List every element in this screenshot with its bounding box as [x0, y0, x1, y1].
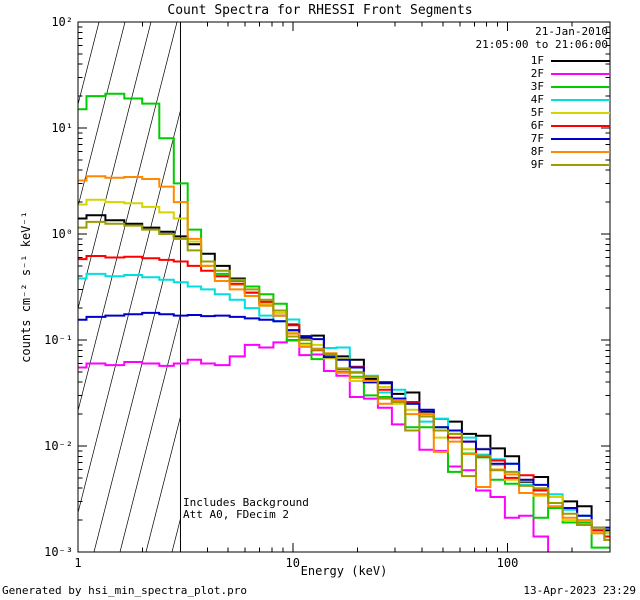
- legend-swatch: [551, 163, 610, 166]
- y-axis-tick-label: 10⁻²: [44, 439, 73, 453]
- legend-item-2F: 2F: [518, 67, 610, 80]
- legend-item-4F: 4F: [518, 93, 610, 106]
- series-2F: [78, 339, 550, 552]
- y-axis-label: counts cm⁻² s⁻¹ keV⁻¹: [19, 211, 33, 363]
- legend-label: 5F: [530, 106, 544, 119]
- y-axis-tick-label: 10⁰: [51, 227, 73, 241]
- observation-date: 21-Jan-2010: [535, 25, 608, 38]
- series-9F: [78, 220, 610, 541]
- chart-title: Count Spectra for RHESSI Front Segments: [167, 3, 473, 18]
- legend-item-6F: 6F: [518, 119, 610, 132]
- footer-timestamp: 13-Apr-2023 23:29: [523, 584, 636, 597]
- legend: 1F 2F 3F 4F 5F 6F 7F 8F 9F: [518, 54, 610, 171]
- series-7F: [78, 311, 610, 529]
- legend-swatch: [551, 59, 610, 62]
- x-axis-tick-label: 100: [497, 556, 519, 570]
- legend-label: 2F: [530, 67, 544, 80]
- hatch-region: [78, 22, 181, 552]
- legend-item-3F: 3F: [518, 80, 610, 93]
- legend-swatch: [551, 111, 610, 114]
- x-axis-tick-label: 10: [286, 556, 300, 570]
- annotation-attenuator: Att A0, FDecim 2: [183, 508, 289, 521]
- annotation-background: Includes Background: [183, 496, 309, 509]
- series-5F: [78, 198, 610, 535]
- tick-labels: 1 10 100 10² 10¹ 10⁰ 10⁻¹ 10⁻² 10⁻³: [44, 15, 518, 570]
- footer-generated-by: Generated by hsi_min_spectra_plot.pro: [2, 584, 248, 597]
- plot-border: [77, 21, 611, 553]
- y-axis-tick-label: 10⁻¹: [44, 333, 73, 347]
- legend-swatch: [551, 137, 610, 140]
- legend-item-5F: 5F: [518, 106, 610, 119]
- y-axis-tick-label: 10⁻³: [44, 545, 73, 559]
- axis-ticks: [78, 22, 610, 552]
- legend-label: 4F: [530, 93, 544, 106]
- legend-swatch: [551, 85, 610, 88]
- legend-item-1F: 1F: [518, 54, 610, 67]
- legend-label: 3F: [530, 80, 544, 93]
- legend-label: 9F: [530, 158, 544, 171]
- legend-item-9F: 9F: [518, 158, 610, 171]
- series-6F: [78, 255, 610, 538]
- x-axis-label: Energy (keV): [300, 564, 388, 578]
- y-axis-tick-label: 10¹: [51, 121, 73, 135]
- observation-time-range: 21:05:00 to 21:06:00: [475, 38, 608, 51]
- legend-swatch: [551, 124, 610, 127]
- y-axis-tick-label: 10²: [51, 15, 73, 29]
- series-group: [78, 92, 610, 552]
- legend-label: 6F: [530, 119, 544, 132]
- legend-swatch: [551, 150, 610, 153]
- legend-label: 7F: [530, 132, 544, 145]
- legend-item-7F: 7F: [518, 132, 610, 145]
- x-axis-tick-label: 1: [74, 556, 81, 570]
- legend-item-8F: 8F: [518, 145, 610, 158]
- legend-swatch: [551, 72, 610, 75]
- legend-label: 8F: [530, 145, 544, 158]
- legend-label: 1F: [530, 54, 544, 67]
- legend-swatch: [551, 98, 610, 101]
